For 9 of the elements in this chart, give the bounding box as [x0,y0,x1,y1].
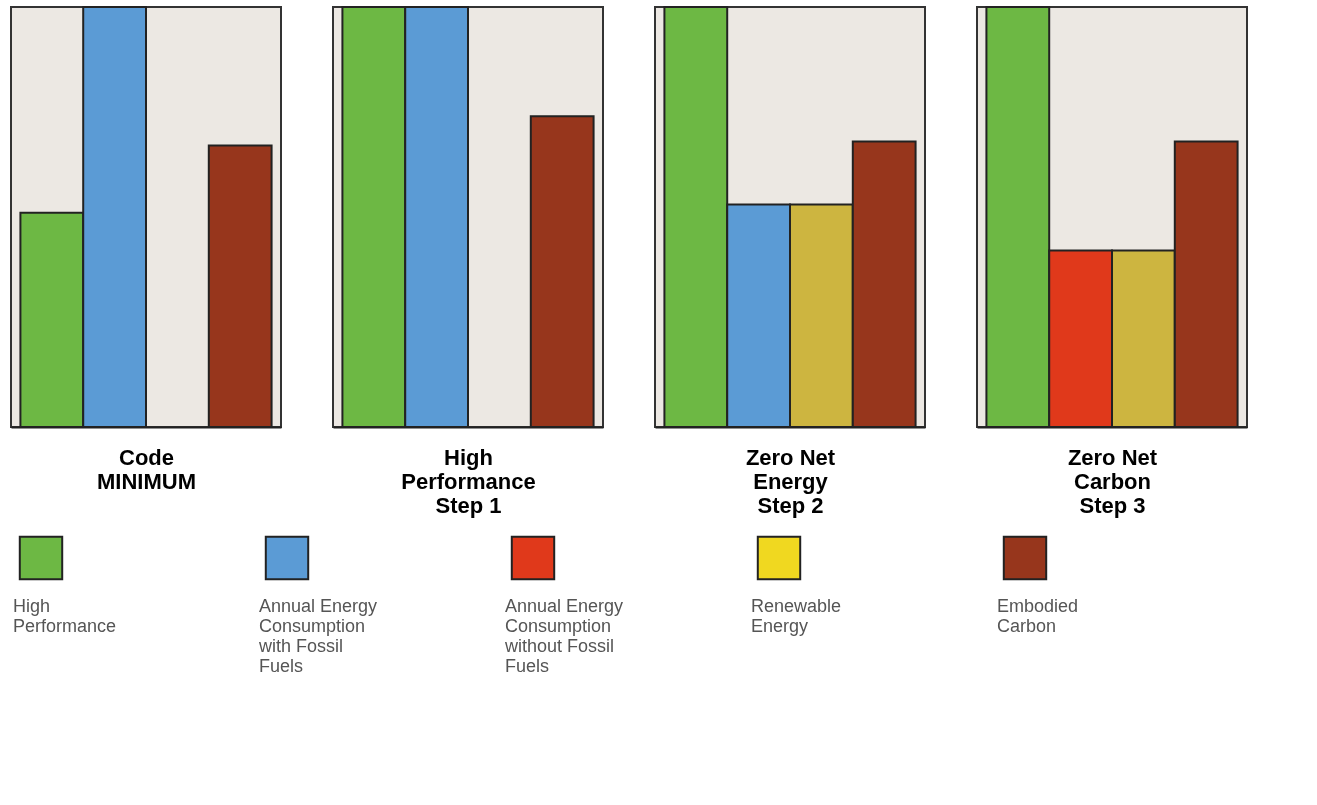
category-label: Embodied Carbon [997,596,1079,636]
x-axis-title: High Performance Step 1 [401,444,536,518]
category-label: Renewable Energy [751,596,842,636]
category-label: Annual Energy Consumption without Fossil Fuels [504,596,624,676]
category-label: High Performance [13,596,117,636]
category-label: Annual Energy Consumption with Fossil Fuels [258,596,378,676]
x-axis-title: Zero Net Carbon Step 3 [1067,444,1158,518]
x-axis-title: Zero Net Energy Step 2 [745,444,836,518]
x-axis-title: Code MINIMUM [97,444,196,494]
